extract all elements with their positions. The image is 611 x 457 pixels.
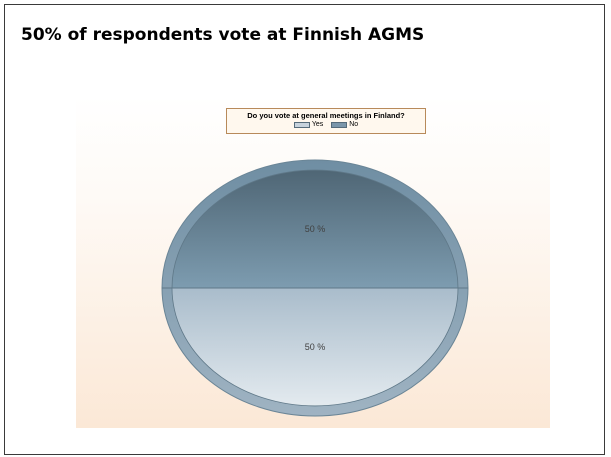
chart-area: 50 % 50 % Do you vote at general meetings… <box>76 96 550 428</box>
chart-title: Do you vote at general meetings in Finla… <box>247 111 405 120</box>
legend-item-no: No <box>331 121 358 128</box>
pie-label-no: 50 % <box>305 224 326 234</box>
pie-chart: 50 % 50 % <box>161 159 469 417</box>
slide: 50% of respondents vote at Finnish AGMS … <box>4 4 605 455</box>
pie-slice-no <box>171 169 459 289</box>
chart-legend: Do you vote at general meetings in Finla… <box>226 108 426 134</box>
legend-swatch-no <box>331 121 348 128</box>
legend-swatch-yes <box>293 121 310 128</box>
legend-label-yes: Yes <box>311 121 324 128</box>
slide-title: 50% of respondents vote at Finnish AGMS <box>21 25 425 45</box>
pie-slice-yes <box>171 287 459 407</box>
legend-label-no: No <box>349 121 359 128</box>
legend-item-yes: Yes <box>293 121 324 128</box>
pie-label-yes: 50 % <box>305 342 326 352</box>
